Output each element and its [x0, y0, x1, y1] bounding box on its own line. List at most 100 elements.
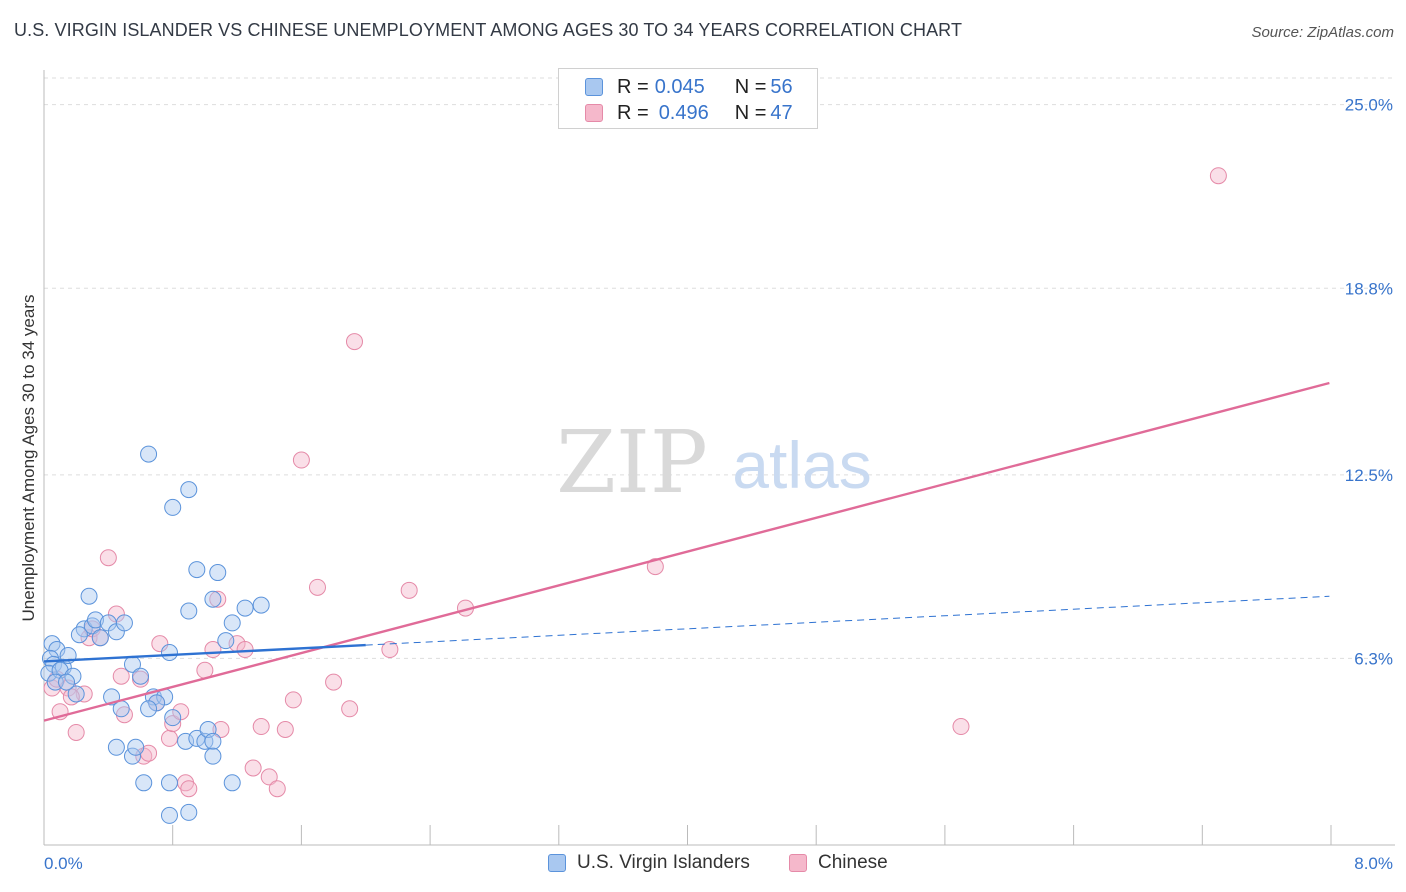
data-point — [160, 729, 178, 747]
legend-n-value: 47 — [770, 101, 793, 124]
data-point — [180, 602, 198, 620]
chinese-points — [43, 167, 1227, 798]
legend-r-label: R = — [617, 75, 649, 98]
data-point — [952, 718, 970, 736]
data-point — [223, 614, 241, 632]
data-point — [1209, 167, 1227, 185]
data-point — [91, 629, 109, 647]
data-point — [112, 700, 130, 718]
legend-n-value: 56 — [770, 75, 793, 98]
data-point — [140, 445, 158, 463]
data-point — [276, 721, 294, 739]
data-point — [64, 667, 82, 685]
data-point — [86, 611, 104, 629]
data-point — [244, 759, 262, 777]
grid — [44, 77, 1395, 659]
legend-label: U.S. Virgin Islanders — [577, 852, 750, 873]
data-point — [236, 641, 254, 659]
data-point — [204, 747, 222, 765]
data-point — [236, 599, 254, 617]
watermark: ZIP atlas — [556, 413, 872, 513]
data-point — [209, 564, 227, 582]
data-point — [252, 718, 270, 736]
y-tick-label: 25.0% — [1345, 96, 1393, 115]
data-point — [188, 561, 206, 579]
data-point — [132, 667, 150, 685]
data-point — [292, 451, 310, 469]
legend-item-virgin-islanders: U.S. Virgin Islanders — [548, 852, 750, 874]
data-point — [112, 667, 130, 685]
data-point — [180, 803, 198, 821]
data-point — [164, 715, 182, 733]
data-point — [177, 732, 195, 750]
y-axis-label: Unemployment Among Ages 30 to 34 years — [19, 295, 38, 622]
data-point — [127, 738, 145, 756]
data-point — [58, 673, 76, 691]
data-point — [123, 747, 141, 765]
data-point — [400, 581, 418, 599]
data-point — [140, 700, 158, 718]
legend-swatch-blue — [585, 78, 603, 96]
data-point — [67, 685, 85, 703]
trend-line-virgin-islanders-extension — [365, 595, 1330, 646]
data-point — [381, 641, 399, 659]
data-point — [40, 664, 58, 682]
legend-swatch-pink — [789, 854, 807, 872]
legend-swatch-pink — [585, 104, 603, 122]
data-point — [135, 774, 153, 792]
data-point — [160, 644, 178, 662]
data-point — [217, 632, 235, 650]
trend-line-virgin-islanders — [43, 643, 366, 663]
watermark-zip: ZIP — [556, 413, 708, 513]
x-tick-label-min: 0.0% — [44, 854, 83, 873]
x-tick-label-max: 8.0% — [1354, 854, 1393, 873]
legend-item-chinese: Chinese — [789, 852, 888, 874]
data-point — [160, 774, 178, 792]
chart-title: U.S. VIRGIN ISLANDER VS CHINESE UNEMPLOY… — [14, 20, 963, 40]
legend-row-blue: R = 0.045 N = 56 — [585, 75, 793, 99]
data-point — [204, 732, 222, 750]
legend-label: Chinese — [818, 852, 888, 873]
y-tick-labels: 6.3% 12.5% 18.8% 25.0% — [1345, 96, 1393, 669]
data-point — [67, 723, 85, 741]
legend-r-value: 0.496 — [658, 101, 709, 124]
legend-n-label: N = — [734, 75, 767, 98]
data-point — [164, 709, 182, 727]
source-label: Source: ZipAtlas.com — [1251, 24, 1394, 41]
data-point — [345, 333, 363, 351]
data-point — [223, 774, 241, 792]
y-tick-label: 6.3% — [1354, 649, 1393, 668]
data-point — [325, 673, 343, 691]
trend-line-chinese — [43, 381, 1330, 722]
data-point — [99, 549, 117, 567]
stats-legend: R = 0.045 N = 56 R = 0.496 N = 47 — [558, 68, 818, 129]
y-tick-label: 12.5% — [1345, 466, 1393, 485]
data-point — [341, 700, 359, 718]
legend-r-label: R = — [617, 101, 649, 124]
data-point — [646, 558, 664, 576]
watermark-atlas: atlas — [732, 428, 871, 502]
legend-swatch-blue — [548, 854, 566, 872]
data-point — [115, 614, 133, 632]
data-point — [70, 626, 88, 644]
data-point — [107, 738, 125, 756]
data-point — [252, 596, 270, 614]
data-point — [180, 780, 198, 798]
trend-lines — [43, 381, 1330, 722]
legend-row-pink: R = 0.496 N = 47 — [585, 101, 793, 125]
data-point — [80, 587, 98, 605]
data-point — [209, 590, 227, 608]
data-point — [164, 498, 182, 516]
data-point — [308, 578, 326, 596]
x-ticks — [43, 825, 1332, 845]
data-point — [204, 590, 222, 608]
data-point — [212, 721, 230, 739]
data-point — [160, 806, 178, 824]
virgin-islander-points — [40, 445, 270, 824]
data-point — [284, 691, 302, 709]
data-point — [151, 635, 169, 653]
legend-n-label: N = — [734, 101, 767, 124]
y-tick-label: 18.8% — [1345, 279, 1393, 298]
legend-r-value: 0.045 — [654, 75, 705, 98]
